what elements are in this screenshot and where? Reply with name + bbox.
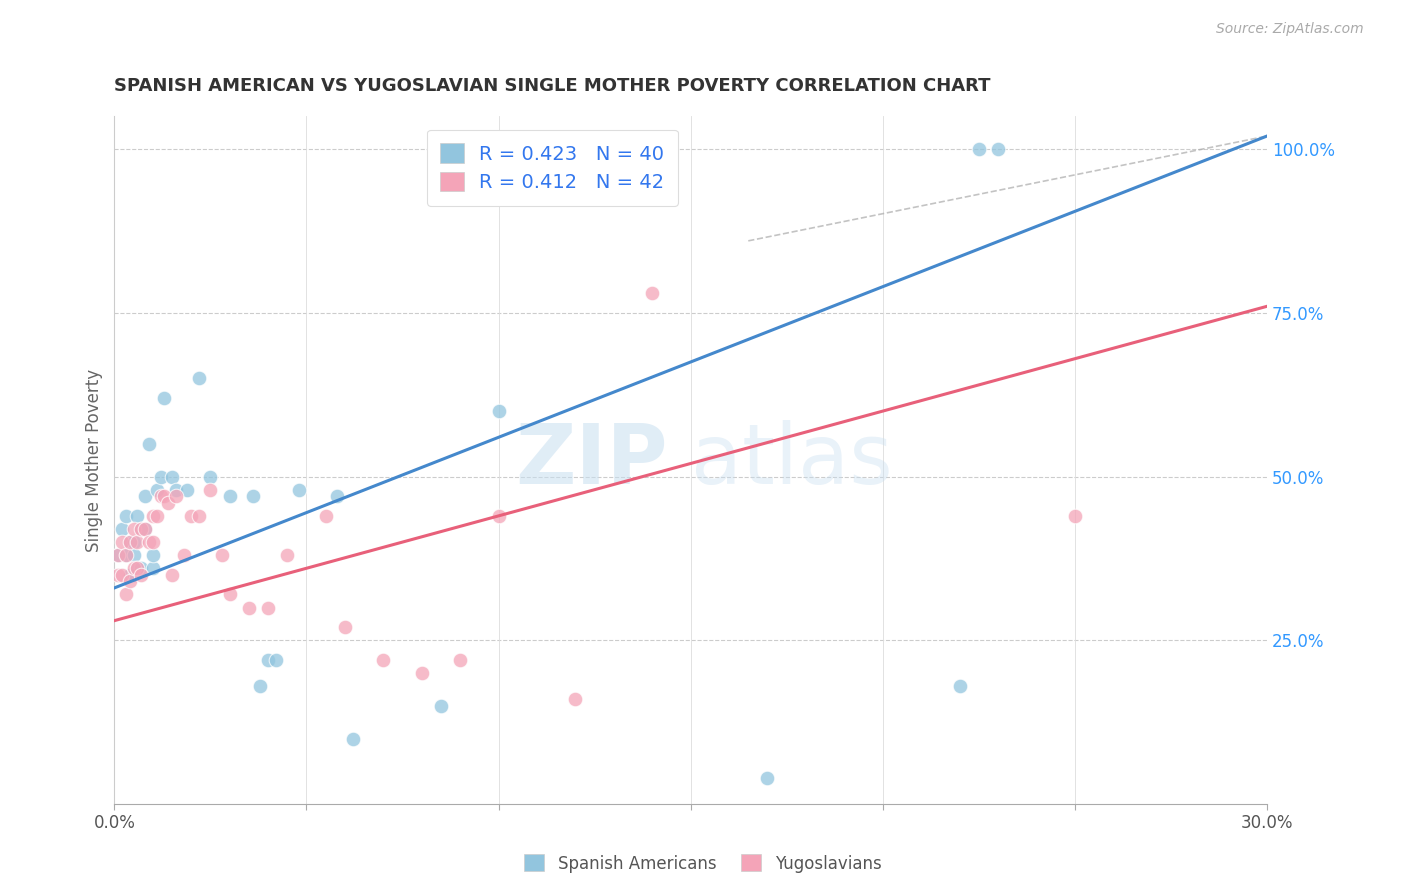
Point (641, 286, 664, 301)
Point (134, 489, 156, 503)
Point (153, 489, 176, 503)
Point (134, 522, 156, 536)
Point (129, 567, 152, 582)
Point (238, 600, 260, 615)
Point (187, 371, 209, 385)
Point (127, 535, 149, 549)
Point (115, 587, 138, 601)
Text: SPANISH AMERICAN VS YUGOSLAVIAN SINGLE MOTHER POVERTY CORRELATION CHART: SPANISH AMERICAN VS YUGOSLAVIAN SINGLE M… (114, 78, 991, 95)
Text: Source: ZipAtlas.com: Source: ZipAtlas.com (1216, 22, 1364, 37)
Text: ZIP: ZIP (515, 420, 668, 500)
Point (160, 567, 183, 582)
Point (122, 561, 145, 575)
Point (111, 535, 134, 549)
Point (165, 489, 187, 503)
Point (153, 391, 176, 405)
Point (149, 469, 172, 483)
Point (138, 535, 160, 549)
Point (142, 535, 165, 549)
Point (118, 535, 141, 549)
Point (129, 561, 152, 575)
Point (200, 469, 222, 483)
Point (107, 548, 129, 562)
Point (115, 508, 138, 523)
Legend: R = 0.423   N = 40, R = 0.412   N = 42: R = 0.423 N = 40, R = 0.412 N = 42 (427, 129, 678, 206)
Point (987, 142, 1010, 156)
Point (1063, 508, 1085, 523)
Point (115, 548, 138, 562)
Point (129, 522, 152, 536)
Point (449, 653, 471, 667)
Point (218, 587, 240, 601)
Point (342, 731, 364, 746)
Point (107, 567, 129, 582)
Point (564, 692, 586, 706)
Point (411, 666, 433, 681)
Point (111, 522, 134, 536)
Point (430, 698, 453, 713)
Point (142, 548, 165, 562)
Point (115, 548, 138, 562)
Point (264, 653, 287, 667)
Point (373, 653, 395, 667)
Point (173, 548, 195, 562)
Point (200, 483, 222, 497)
Point (157, 496, 180, 510)
Legend: Spanish Americans, Yugoslavians: Spanish Americans, Yugoslavians (517, 847, 889, 880)
Point (257, 600, 280, 615)
Point (160, 469, 183, 483)
Point (488, 404, 510, 418)
Point (326, 489, 349, 503)
Point (118, 535, 141, 549)
Point (149, 489, 172, 503)
Point (967, 142, 990, 156)
Point (118, 567, 141, 582)
Point (134, 522, 156, 536)
Point (948, 679, 970, 693)
Point (145, 483, 167, 497)
Point (288, 483, 311, 497)
Point (111, 567, 134, 582)
Point (218, 489, 240, 503)
Point (122, 548, 145, 562)
Point (122, 535, 145, 549)
Point (165, 483, 187, 497)
Point (122, 567, 145, 582)
Point (276, 548, 298, 562)
Text: atlas: atlas (690, 420, 893, 500)
Point (756, 771, 779, 785)
Point (180, 508, 202, 523)
Point (333, 620, 356, 634)
Point (127, 561, 149, 575)
Point (315, 508, 337, 523)
Point (488, 508, 510, 523)
Point (211, 548, 233, 562)
Point (257, 653, 280, 667)
Point (122, 522, 145, 536)
Point (187, 508, 209, 523)
Point (129, 522, 152, 536)
Point (107, 548, 129, 562)
Point (142, 508, 165, 523)
Point (142, 561, 165, 575)
Point (127, 508, 149, 523)
Point (138, 437, 160, 451)
Y-axis label: Single Mother Poverty: Single Mother Poverty (86, 368, 103, 552)
Point (145, 508, 167, 523)
Point (118, 574, 141, 589)
Point (242, 489, 264, 503)
Point (176, 483, 198, 497)
Point (127, 561, 149, 575)
Point (249, 679, 271, 693)
